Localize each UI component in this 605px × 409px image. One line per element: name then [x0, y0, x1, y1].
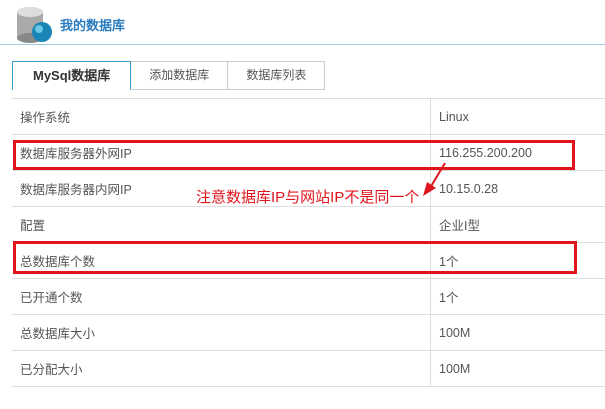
- database-globe-icon: [17, 7, 52, 43]
- table-row: 数据库服务器内网IP 10.15.0.28: [12, 170, 605, 207]
- tab-bar: MySql数据库 添加数据库 数据库列表: [12, 61, 326, 90]
- table-row: 总数据库大小 100M: [12, 314, 605, 351]
- page-header: 我的数据库: [0, 0, 605, 45]
- table-row: 已分配大小 100M: [12, 350, 605, 387]
- page-title: 我的数据库: [60, 18, 126, 33]
- tab-add-database[interactable]: 添加数据库: [131, 61, 229, 90]
- table-row: 配置 企业I型: [12, 206, 605, 243]
- annotation-note: 注意数据库IP与网站IP不是同一个: [196, 189, 420, 206]
- arrow-icon: [423, 162, 446, 196]
- table-row: 已开通个数 1个: [12, 278, 605, 315]
- tab-database-list[interactable]: 数据库列表: [228, 61, 326, 90]
- highlight-box-external-ip: [13, 140, 575, 170]
- highlight-box-db-count: [13, 241, 577, 274]
- table-row: 操作系统 Linux: [12, 98, 605, 135]
- tab-mysql[interactable]: MySql数据库: [12, 61, 132, 90]
